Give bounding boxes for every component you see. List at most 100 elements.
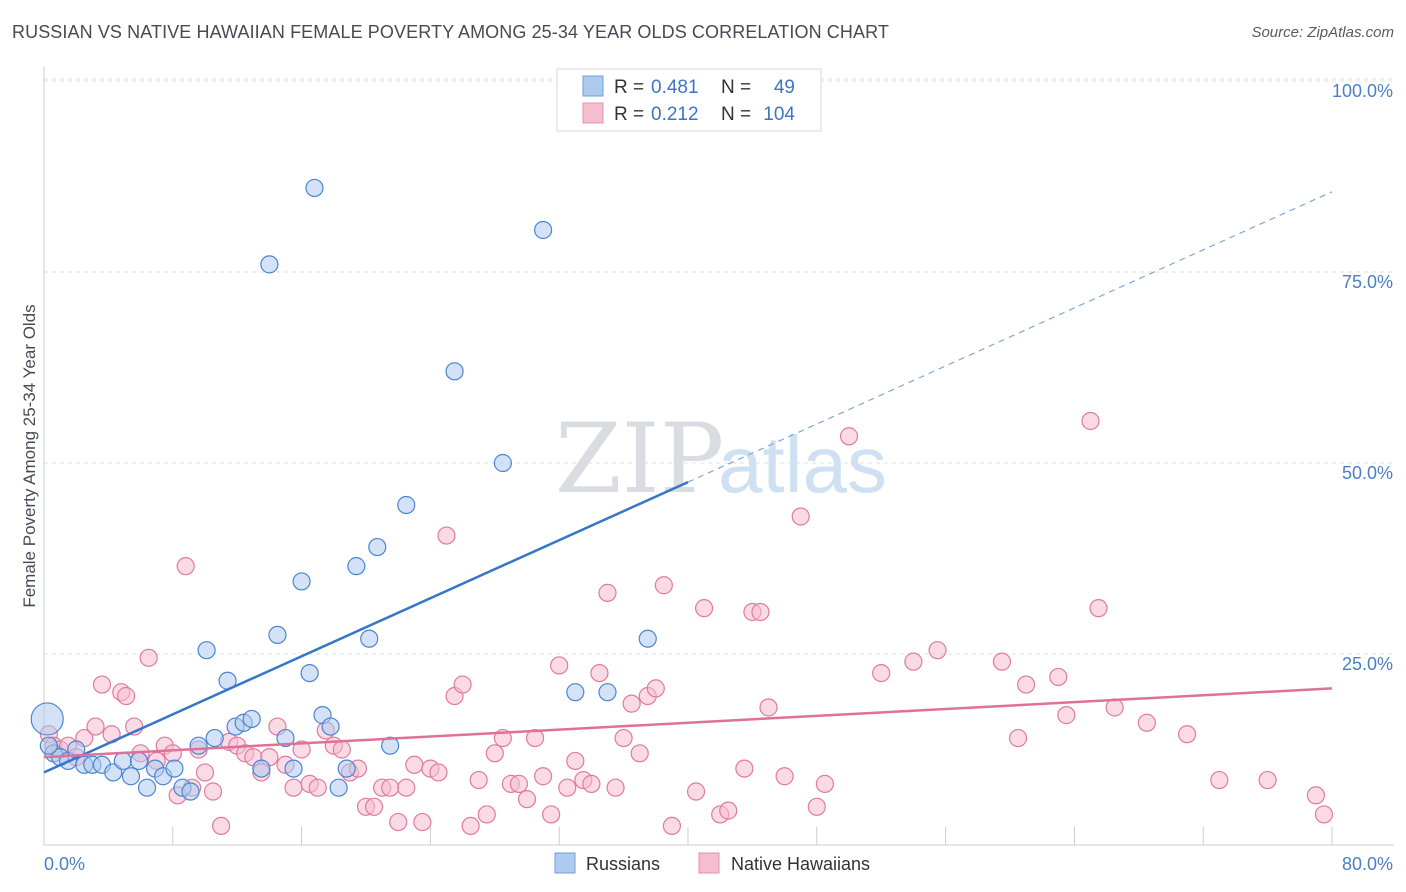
series-russians — [30, 178, 657, 801]
hawaiian-point — [1137, 713, 1156, 732]
hawaiian-point — [1177, 725, 1197, 744]
hawaiian-point — [139, 648, 158, 667]
hawaiian-point — [735, 759, 754, 778]
russian-point — [181, 782, 200, 801]
watermark: ZIP atlas — [555, 403, 887, 515]
hawaiian-point — [872, 663, 891, 683]
hawaiian-point — [622, 694, 641, 713]
russian-point — [337, 759, 356, 778]
bottom-legend-russians: Russians — [586, 854, 660, 874]
hawaiian-point — [775, 767, 794, 786]
hawaiian-point — [654, 576, 673, 595]
hawaiian-point — [686, 782, 706, 801]
hawaiian-point — [195, 763, 215, 782]
russian-point — [638, 629, 657, 648]
trend-line-russians-extension — [687, 191, 1333, 483]
russian-point — [598, 683, 617, 702]
series-legend: Russians Native Hawaiians — [554, 852, 870, 874]
russian-point — [189, 736, 208, 755]
hawaiian-point — [904, 652, 923, 671]
y-tick-label: 100.0% — [1332, 81, 1393, 101]
x-tick-label: 0.0% — [44, 854, 85, 874]
hawaiian-point — [590, 663, 609, 683]
hawaiian-point — [405, 755, 424, 774]
hawaiian-point — [525, 728, 545, 748]
hawaiian-point — [1049, 667, 1068, 687]
hawaiian-point — [1314, 805, 1334, 824]
russian-point — [129, 751, 149, 771]
russian-point — [260, 255, 279, 274]
russian-point — [113, 751, 132, 771]
hawaiian-point — [461, 816, 480, 836]
hawaiian-point — [558, 778, 577, 797]
hawaiian-point — [176, 557, 195, 576]
hawaiian-point — [509, 774, 529, 793]
hawaiian-point — [719, 801, 738, 820]
hawaiian-point — [630, 744, 649, 763]
bottom-legend-swatch-hawaiians — [698, 852, 720, 874]
hawaiian-point — [437, 526, 456, 545]
hawaiian-point — [1008, 728, 1028, 748]
legend-n-label: N = — [721, 77, 751, 98]
hawaiian-point — [429, 763, 448, 782]
legend-r-label: R = — [614, 104, 644, 125]
russian-point — [397, 495, 416, 515]
hawaiian-point — [485, 744, 504, 763]
hawaiian-point — [86, 717, 105, 736]
legend-n-label: N = — [721, 104, 751, 125]
hawaiian-point — [566, 751, 585, 771]
hawaiian-point — [1016, 675, 1036, 694]
hawaiian-point — [477, 805, 496, 824]
russian-point — [205, 728, 224, 748]
russian-point — [284, 759, 303, 778]
y-tick-labels: 25.0% 50.0% 75.0% 100.0% — [1332, 81, 1393, 674]
hawaiian-point — [292, 740, 311, 759]
hawaiian-point — [614, 728, 633, 748]
russian-point — [39, 736, 58, 755]
axes — [43, 66, 1394, 846]
hawaiian-point — [517, 790, 537, 809]
russian-point — [292, 572, 311, 591]
hawaiian-point — [1210, 770, 1229, 790]
hawaiian-point — [598, 583, 617, 602]
russian-point — [121, 767, 141, 786]
hawaiian-point — [1306, 786, 1326, 805]
hawaiian-point — [413, 812, 432, 832]
hawaiian-point — [469, 770, 488, 790]
source-label: Source: ZipAtlas.com — [1251, 24, 1394, 41]
hawaiian-point — [791, 507, 810, 526]
russian-point — [360, 629, 379, 648]
hawaiian-point — [694, 599, 714, 618]
hawaiian-point — [284, 778, 303, 797]
hawaiian-point — [92, 675, 112, 694]
russian-point — [566, 683, 585, 702]
russian-point — [329, 778, 348, 797]
correlation-legend: R = 0.481 N = 49 R = 0.212 N = 104 — [556, 68, 822, 132]
hawaiian-point — [992, 652, 1012, 671]
chart-title: RUSSIAN VS NATIVE HAWAIIAN FEMALE POVERT… — [12, 22, 889, 42]
legend-r-value: 0.481 — [651, 77, 699, 98]
legend-r-label: R = — [614, 77, 644, 98]
hawaiian-point — [542, 805, 561, 824]
russian-point — [300, 663, 319, 683]
hawaiian-point — [582, 774, 601, 793]
trend-line-hawaiians — [43, 687, 1333, 759]
watermark-zip: ZIP — [555, 403, 724, 515]
hawaiian-point — [1089, 599, 1108, 618]
russian-point — [268, 625, 287, 645]
legend-swatch-russians — [582, 75, 604, 97]
russian-point — [347, 557, 366, 576]
hawaiian-point — [928, 641, 947, 660]
legend-swatch-hawaiians — [582, 102, 604, 124]
hawaiian-point — [397, 778, 416, 797]
hawaiian-point — [759, 698, 778, 717]
hawaiian-point — [332, 740, 351, 759]
russian-point — [252, 759, 271, 778]
x-tick-labels: 0.0% 80.0% — [44, 854, 1393, 874]
hawaiian-point — [117, 686, 136, 706]
hawaiian-point — [364, 797, 384, 816]
hawaiian-point — [203, 782, 223, 801]
legend-n-value: 49 — [774, 77, 795, 98]
russian-point — [533, 220, 553, 240]
